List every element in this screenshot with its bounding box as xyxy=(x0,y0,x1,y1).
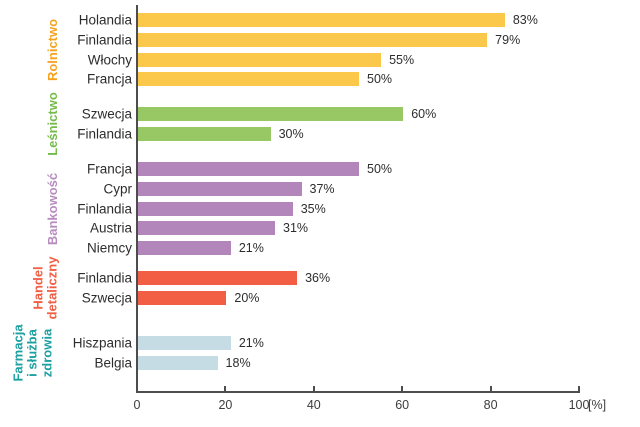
country-label: Finlandia xyxy=(77,201,132,217)
value-label: 83% xyxy=(512,13,538,27)
axis-tick xyxy=(136,386,138,391)
bar xyxy=(138,72,359,87)
country-label: Belgia xyxy=(94,355,132,371)
x-axis-line xyxy=(136,391,580,393)
country-label: Szwecja xyxy=(81,106,132,122)
value-label: 55% xyxy=(389,52,415,67)
value-label: 20% xyxy=(234,290,260,305)
axis-tick-label: 80 xyxy=(483,398,498,412)
bar xyxy=(138,221,276,236)
country-label: Finlandia xyxy=(77,126,132,142)
country-label: Holandia xyxy=(78,12,132,28)
bar xyxy=(138,290,227,305)
bar xyxy=(138,271,298,285)
bar xyxy=(138,32,488,47)
country-label: Szwecja xyxy=(81,290,132,306)
country-label: Cypr xyxy=(103,181,132,197)
axis-tick-label: 0 xyxy=(133,398,141,412)
value-label: 21% xyxy=(238,241,264,256)
bar xyxy=(138,336,231,350)
value-label: 35% xyxy=(300,201,326,216)
country-label: Francja xyxy=(86,161,132,177)
axis-tick xyxy=(312,386,315,391)
country-label: Finlandia xyxy=(77,32,132,48)
bar xyxy=(138,241,231,256)
value-label: 30% xyxy=(278,126,304,141)
value-label: 79% xyxy=(495,32,521,47)
axis-tick xyxy=(489,386,492,391)
sector-label: Farmacja i służba zdrowia xyxy=(10,324,55,382)
value-label: 21% xyxy=(238,336,264,350)
country-label: Austria xyxy=(89,220,132,236)
y-axis-line xyxy=(136,5,138,393)
country-label: Hiszpania xyxy=(72,335,132,351)
axis-tick xyxy=(578,386,580,391)
value-label: 50% xyxy=(367,162,393,176)
x-axis-unit-label: [%] xyxy=(588,398,607,412)
bar xyxy=(138,355,218,370)
value-label: 37% xyxy=(309,181,335,196)
bar xyxy=(138,107,404,121)
bar xyxy=(138,52,382,67)
axis-tick-label: 60 xyxy=(395,398,410,412)
bar xyxy=(138,162,359,176)
axis-tick xyxy=(401,386,404,391)
country-label: Francja xyxy=(86,71,132,87)
sector-label: Handel detaliczny xyxy=(30,256,60,320)
bar xyxy=(138,126,271,141)
axis-tick-label: 100 xyxy=(568,398,590,412)
value-label: 50% xyxy=(367,72,393,87)
value-label: 18% xyxy=(225,355,251,370)
axis-tick xyxy=(224,386,227,391)
axis-tick-label: 20 xyxy=(218,398,233,412)
value-label: 60% xyxy=(411,107,437,121)
country-label: Niemcy xyxy=(86,240,132,256)
axis-tick-label: 40 xyxy=(306,398,321,412)
bar xyxy=(138,181,302,196)
bar xyxy=(138,13,505,27)
country-label: Włochy xyxy=(87,52,132,68)
bar xyxy=(138,201,293,216)
sector-label: Leśnictwo xyxy=(44,92,60,156)
country-label: Finlandia xyxy=(77,270,132,286)
value-label: 36% xyxy=(305,271,331,285)
value-label: 31% xyxy=(283,221,309,236)
